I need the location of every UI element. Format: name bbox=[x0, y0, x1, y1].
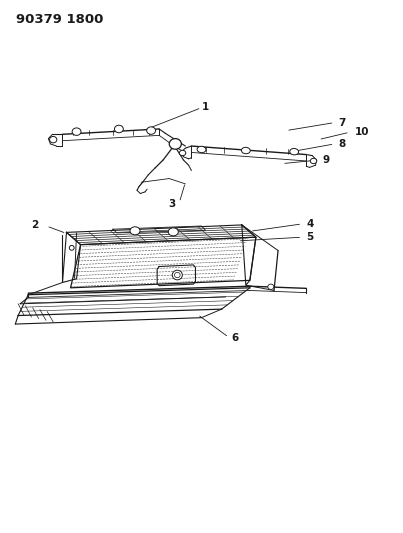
Ellipse shape bbox=[147, 127, 156, 134]
Text: 5: 5 bbox=[306, 232, 314, 242]
Ellipse shape bbox=[179, 150, 186, 156]
Ellipse shape bbox=[130, 227, 140, 235]
Ellipse shape bbox=[174, 272, 180, 278]
Ellipse shape bbox=[310, 158, 317, 164]
Text: 90379 1800: 90379 1800 bbox=[16, 13, 104, 26]
Text: 10: 10 bbox=[355, 127, 369, 137]
Text: 3: 3 bbox=[168, 199, 175, 208]
Text: 1: 1 bbox=[202, 102, 209, 111]
Ellipse shape bbox=[172, 270, 182, 280]
Text: 2: 2 bbox=[31, 220, 38, 230]
Ellipse shape bbox=[72, 128, 81, 135]
Text: 6: 6 bbox=[232, 334, 239, 343]
Ellipse shape bbox=[168, 228, 178, 236]
Ellipse shape bbox=[290, 149, 299, 155]
Ellipse shape bbox=[69, 245, 74, 251]
Ellipse shape bbox=[50, 136, 57, 143]
Ellipse shape bbox=[169, 139, 181, 149]
Ellipse shape bbox=[268, 284, 274, 289]
Text: 7: 7 bbox=[339, 118, 346, 127]
Text: 8: 8 bbox=[339, 139, 346, 149]
Ellipse shape bbox=[241, 147, 250, 154]
Text: 9: 9 bbox=[322, 155, 330, 165]
Ellipse shape bbox=[114, 125, 123, 133]
Ellipse shape bbox=[197, 146, 206, 152]
Text: 4: 4 bbox=[306, 219, 314, 229]
